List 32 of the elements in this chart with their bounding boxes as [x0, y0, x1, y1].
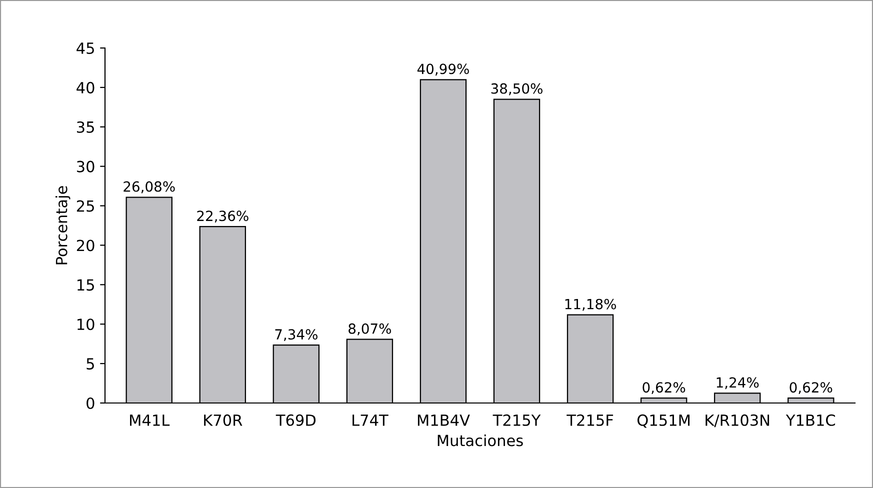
x-tick-label: Y1B1C [786, 414, 836, 426]
x-tick-label: T69D [276, 414, 316, 426]
y-tick-label: 25 [76, 200, 94, 212]
y-tick-label: 45 [76, 42, 94, 54]
x-tick-label: M1B4V [418, 414, 470, 426]
y-tick-label: 5 [86, 358, 94, 370]
data-label: 38,50% [491, 83, 542, 96]
x-tick-label: L74T [352, 414, 388, 426]
data-label: 40,99% [417, 64, 469, 76]
data-label: 7,34% [275, 329, 318, 342]
y-tick-label: 15 [78, 279, 94, 291]
y-tick-label: 20 [76, 240, 94, 252]
y-tick-label: 10 [78, 318, 94, 330]
x-tick-label: K/R103N [706, 414, 770, 428]
x-axis-title: Mutaciones [438, 434, 523, 446]
y-tick-label: 30 [77, 160, 94, 172]
data-label: 26,08% [124, 181, 175, 194]
data-label: 11,18% [565, 298, 616, 311]
x-tick-label: M41L [130, 414, 170, 426]
x-tick-label: K70R [204, 414, 242, 426]
y-tick-label: 0 [86, 397, 94, 410]
x-tick-label: T215Y [492, 414, 541, 426]
data-label: 0,62% [790, 382, 832, 394]
data-label: 22,36% [197, 210, 248, 223]
y-tick-label: 40 [76, 82, 94, 94]
y-tick-label: 35 [77, 121, 94, 133]
data-label: 8,07% [348, 323, 391, 336]
x-tick-label: Q151M [637, 414, 690, 428]
data-label: 0,62% [642, 382, 686, 394]
data-label: 1,24% [716, 377, 759, 390]
y-axis-title: Porcentaje [55, 186, 70, 264]
x-tick-label: T215F [566, 414, 614, 426]
